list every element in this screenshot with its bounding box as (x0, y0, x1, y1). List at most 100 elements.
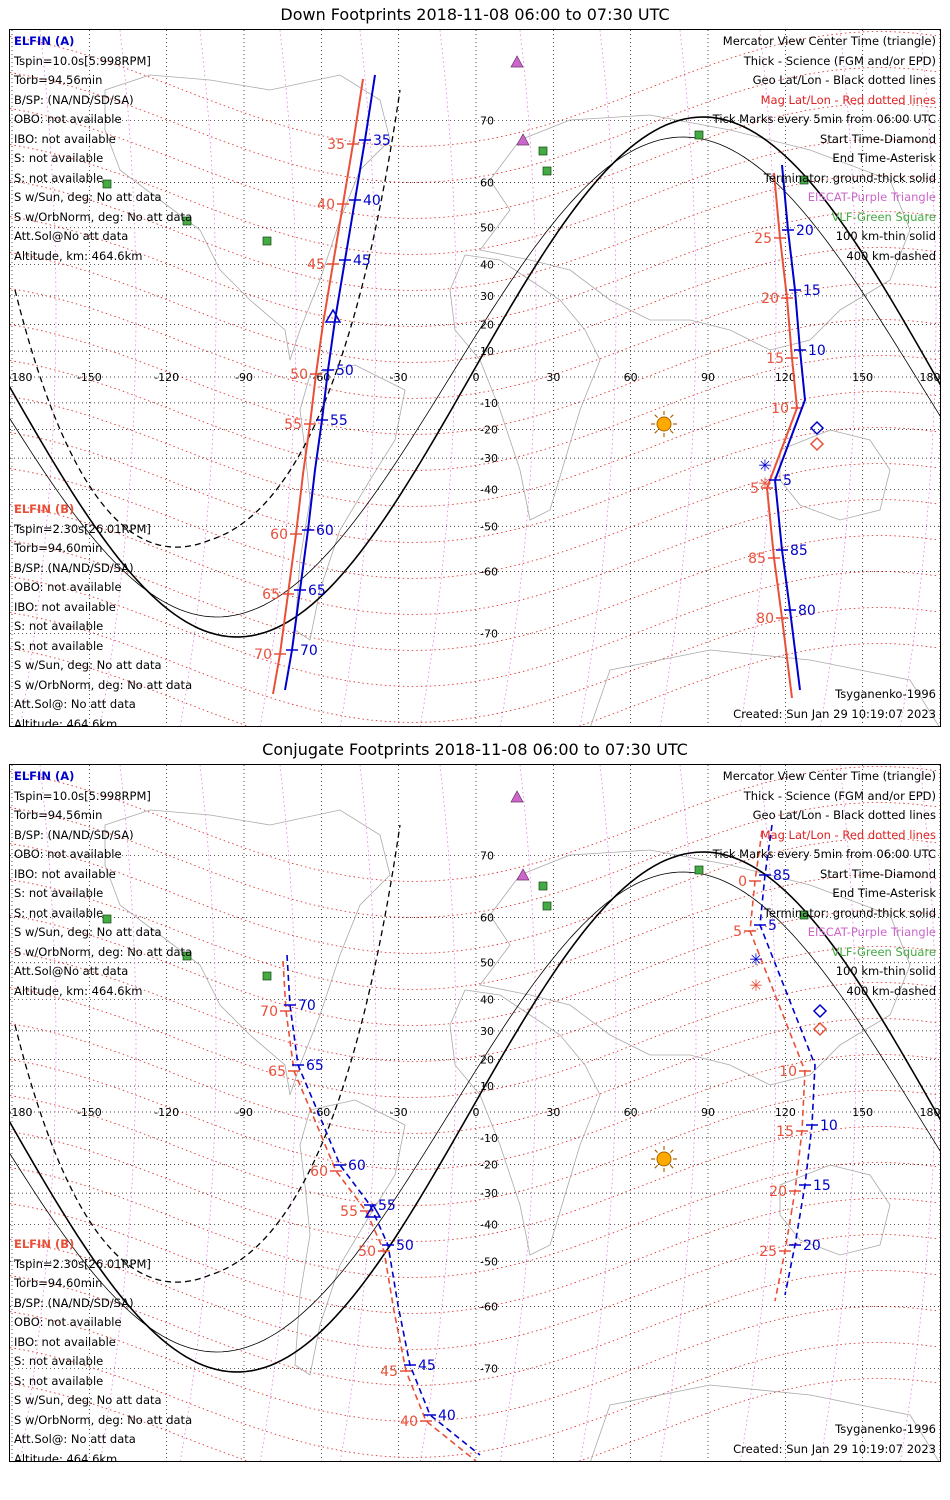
elfin-b-line: S w/Sun, deg: No att data (14, 658, 162, 672)
elfin-a-line: Torb=94.56min (14, 808, 103, 822)
elfin-a-track-tick-label: 65 (306, 1058, 324, 1074)
legend-item: Terminator: ground-thick solid (763, 170, 936, 185)
elfin-b-line: S w/Sun, deg: No att data (14, 1393, 162, 1407)
end-asterisk: ✳ (758, 474, 771, 493)
mag-parallel (10, 355, 939, 471)
vlf-square (182, 216, 192, 226)
lat-tick-label: -60 (480, 566, 498, 579)
lat-tick-label: -40 (480, 484, 498, 497)
lat-tick-label: 30 (480, 1025, 494, 1038)
lat-tick-label: -40 (480, 1219, 498, 1232)
vlf-square (799, 910, 809, 920)
elfin-a-line: S: not available (14, 886, 104, 900)
elfin-b-track-east-tick-label: 15 (776, 1124, 794, 1140)
mag-parallel (10, 1378, 939, 1461)
mag-parallel (10, 1234, 939, 1350)
sun-icon (651, 411, 677, 437)
legend-item: Mag Lat/Lon - Red dotted lines (760, 92, 936, 107)
legend-item: End Time-Asterisk (832, 151, 936, 165)
mag-meridian (179, 30, 217, 726)
start-diamond (812, 1003, 828, 1019)
mag-meridian (579, 765, 617, 1461)
land-outline (590, 649, 940, 726)
mag-meridian (419, 30, 457, 726)
elfin-a-track-line (286, 954, 481, 1456)
mag-parallel (10, 1270, 939, 1386)
mag-meridian (19, 765, 57, 1461)
mag-parallel (10, 1126, 939, 1242)
mag-parallel (10, 139, 939, 255)
elfin-a-track-tick-label: 40 (363, 193, 381, 209)
mag-parallel (10, 283, 939, 399)
model-name: Tsyganenko-1996 (835, 687, 936, 701)
elfin-b-line: OBO: not available (14, 580, 122, 594)
elfin-a-name: ELFIN (A) (14, 34, 75, 48)
elfin-b-track-east-line (749, 830, 806, 1302)
lat-tick-label: -60 (480, 1301, 498, 1314)
lon-tick-label: 120 (775, 371, 796, 384)
lon-tick-label: 0 (473, 371, 480, 384)
elfin-b-track-east-tick-label: 20 (769, 1184, 787, 1200)
elfin-a-track-east-tick-label: 10 (820, 1118, 838, 1134)
elfin-a-track-east-tick-label: 5 (783, 473, 792, 489)
mag-parallel (10, 607, 939, 723)
sun-icon (651, 1146, 677, 1172)
lon-tick-label: -90 (235, 371, 253, 384)
down-map-canvas: -180 -150 -120 -90 -60 -30 0 30 60 90 120 150 180 70 6… (10, 30, 940, 726)
terminator-100km (10, 871, 940, 1353)
mag-meridian (899, 765, 937, 1461)
lon-tick-label: 60 (624, 1106, 638, 1119)
mag-meridian (99, 765, 137, 1461)
mag-meridian (499, 30, 537, 726)
elfin-b-track-east-tick-label: 0 (738, 874, 747, 890)
elfin-a-track-tick-label: 60 (348, 1158, 366, 1174)
elfin-a-track-east-tick-label: 85 (790, 543, 808, 559)
created-date: Created: Sun Jan 29 10:19:07 2023 (733, 1441, 936, 1456)
down-footprints-map: -180 -150 -120 -90 -60 -30 0 30 60 90 120 150 180 70 6… (9, 29, 941, 727)
lat-tick-label: 60 (480, 911, 494, 924)
mag-meridian (579, 30, 617, 726)
model-and-created: Tsyganenko-1996 Created: Sun Jan 29 10:1… (733, 685, 936, 724)
elfin-b-track-east-tick-label: 25 (759, 1244, 777, 1260)
mag-meridian (259, 30, 297, 726)
elfin-b-track-tick-label: 35 (327, 137, 345, 153)
elfin-b-line: Altitude: 464.6km (14, 716, 118, 727)
mag-meridian (259, 765, 297, 1461)
elfin-a-track-line (284, 74, 376, 691)
mag-parallel (10, 103, 939, 219)
mag-meridian (819, 765, 857, 1461)
legend-item: Tick Marks every 5min from 06:00 UTC (712, 112, 936, 126)
elfin-a-info: ELFIN (A) Tspin=10.0s[5.998RPM] Torb=94.… (14, 32, 192, 266)
conjugate-title: Conjugate Footprints 2018-11-08 06:00 to… (262, 740, 688, 759)
mag-meridian (499, 765, 537, 1461)
lon-tick-label: -30 (390, 1106, 408, 1119)
lat-tick-label: -30 (480, 452, 498, 465)
elfin-a-line: S w/OrbNorm, deg: No att data (14, 209, 193, 224)
conjugate-footprints-map: -180 -150 -120 -90 -60 -30 0 30 60 90 120 150 180 70 6… (9, 764, 941, 1462)
elfin-b-track-east-tick-label: 85 (748, 551, 766, 567)
lon-tick-label: 90 (701, 1106, 715, 1119)
legend-item: 400 km-dashed (846, 248, 936, 263)
lon-tick-label: -30 (390, 371, 408, 384)
mag-parallel (10, 1018, 939, 1134)
lon-tick-label: 30 (546, 371, 560, 384)
legend-item: Start Time-Diamond (820, 131, 936, 146)
elfin-a-line: S: not available (14, 151, 104, 165)
mag-meridian (99, 30, 137, 726)
model-and-created: Tsyganenko-1996 Created: Sun Jan 29 10:1… (733, 1420, 936, 1459)
elfin-b-track-line (272, 78, 364, 695)
lat-tick-label: -70 (480, 627, 498, 640)
elfin-a-track-east-tick-label: 85 (773, 868, 791, 884)
legend-item: Geo Lat/Lon - Black dotted lines (752, 808, 936, 822)
elfin-b-line: S: not available (14, 1373, 104, 1388)
elfin-b-track-east-tick-label: 80 (756, 611, 774, 627)
lon-tick-label: -120 (154, 1106, 179, 1119)
legend-item: VLF-Green Square (831, 209, 936, 224)
legend-item: Start Time-Diamond (820, 866, 936, 881)
center-time-triangle (324, 308, 342, 323)
elfin-a-track-east-tick-label: 5 (768, 918, 777, 934)
elfin-b-line: Altitude: 464.6km (14, 1451, 118, 1462)
elfin-b-track-tick-label: 60 (310, 1164, 328, 1180)
mag-parallel (10, 499, 939, 615)
lon-tick-label: -120 (154, 371, 179, 384)
